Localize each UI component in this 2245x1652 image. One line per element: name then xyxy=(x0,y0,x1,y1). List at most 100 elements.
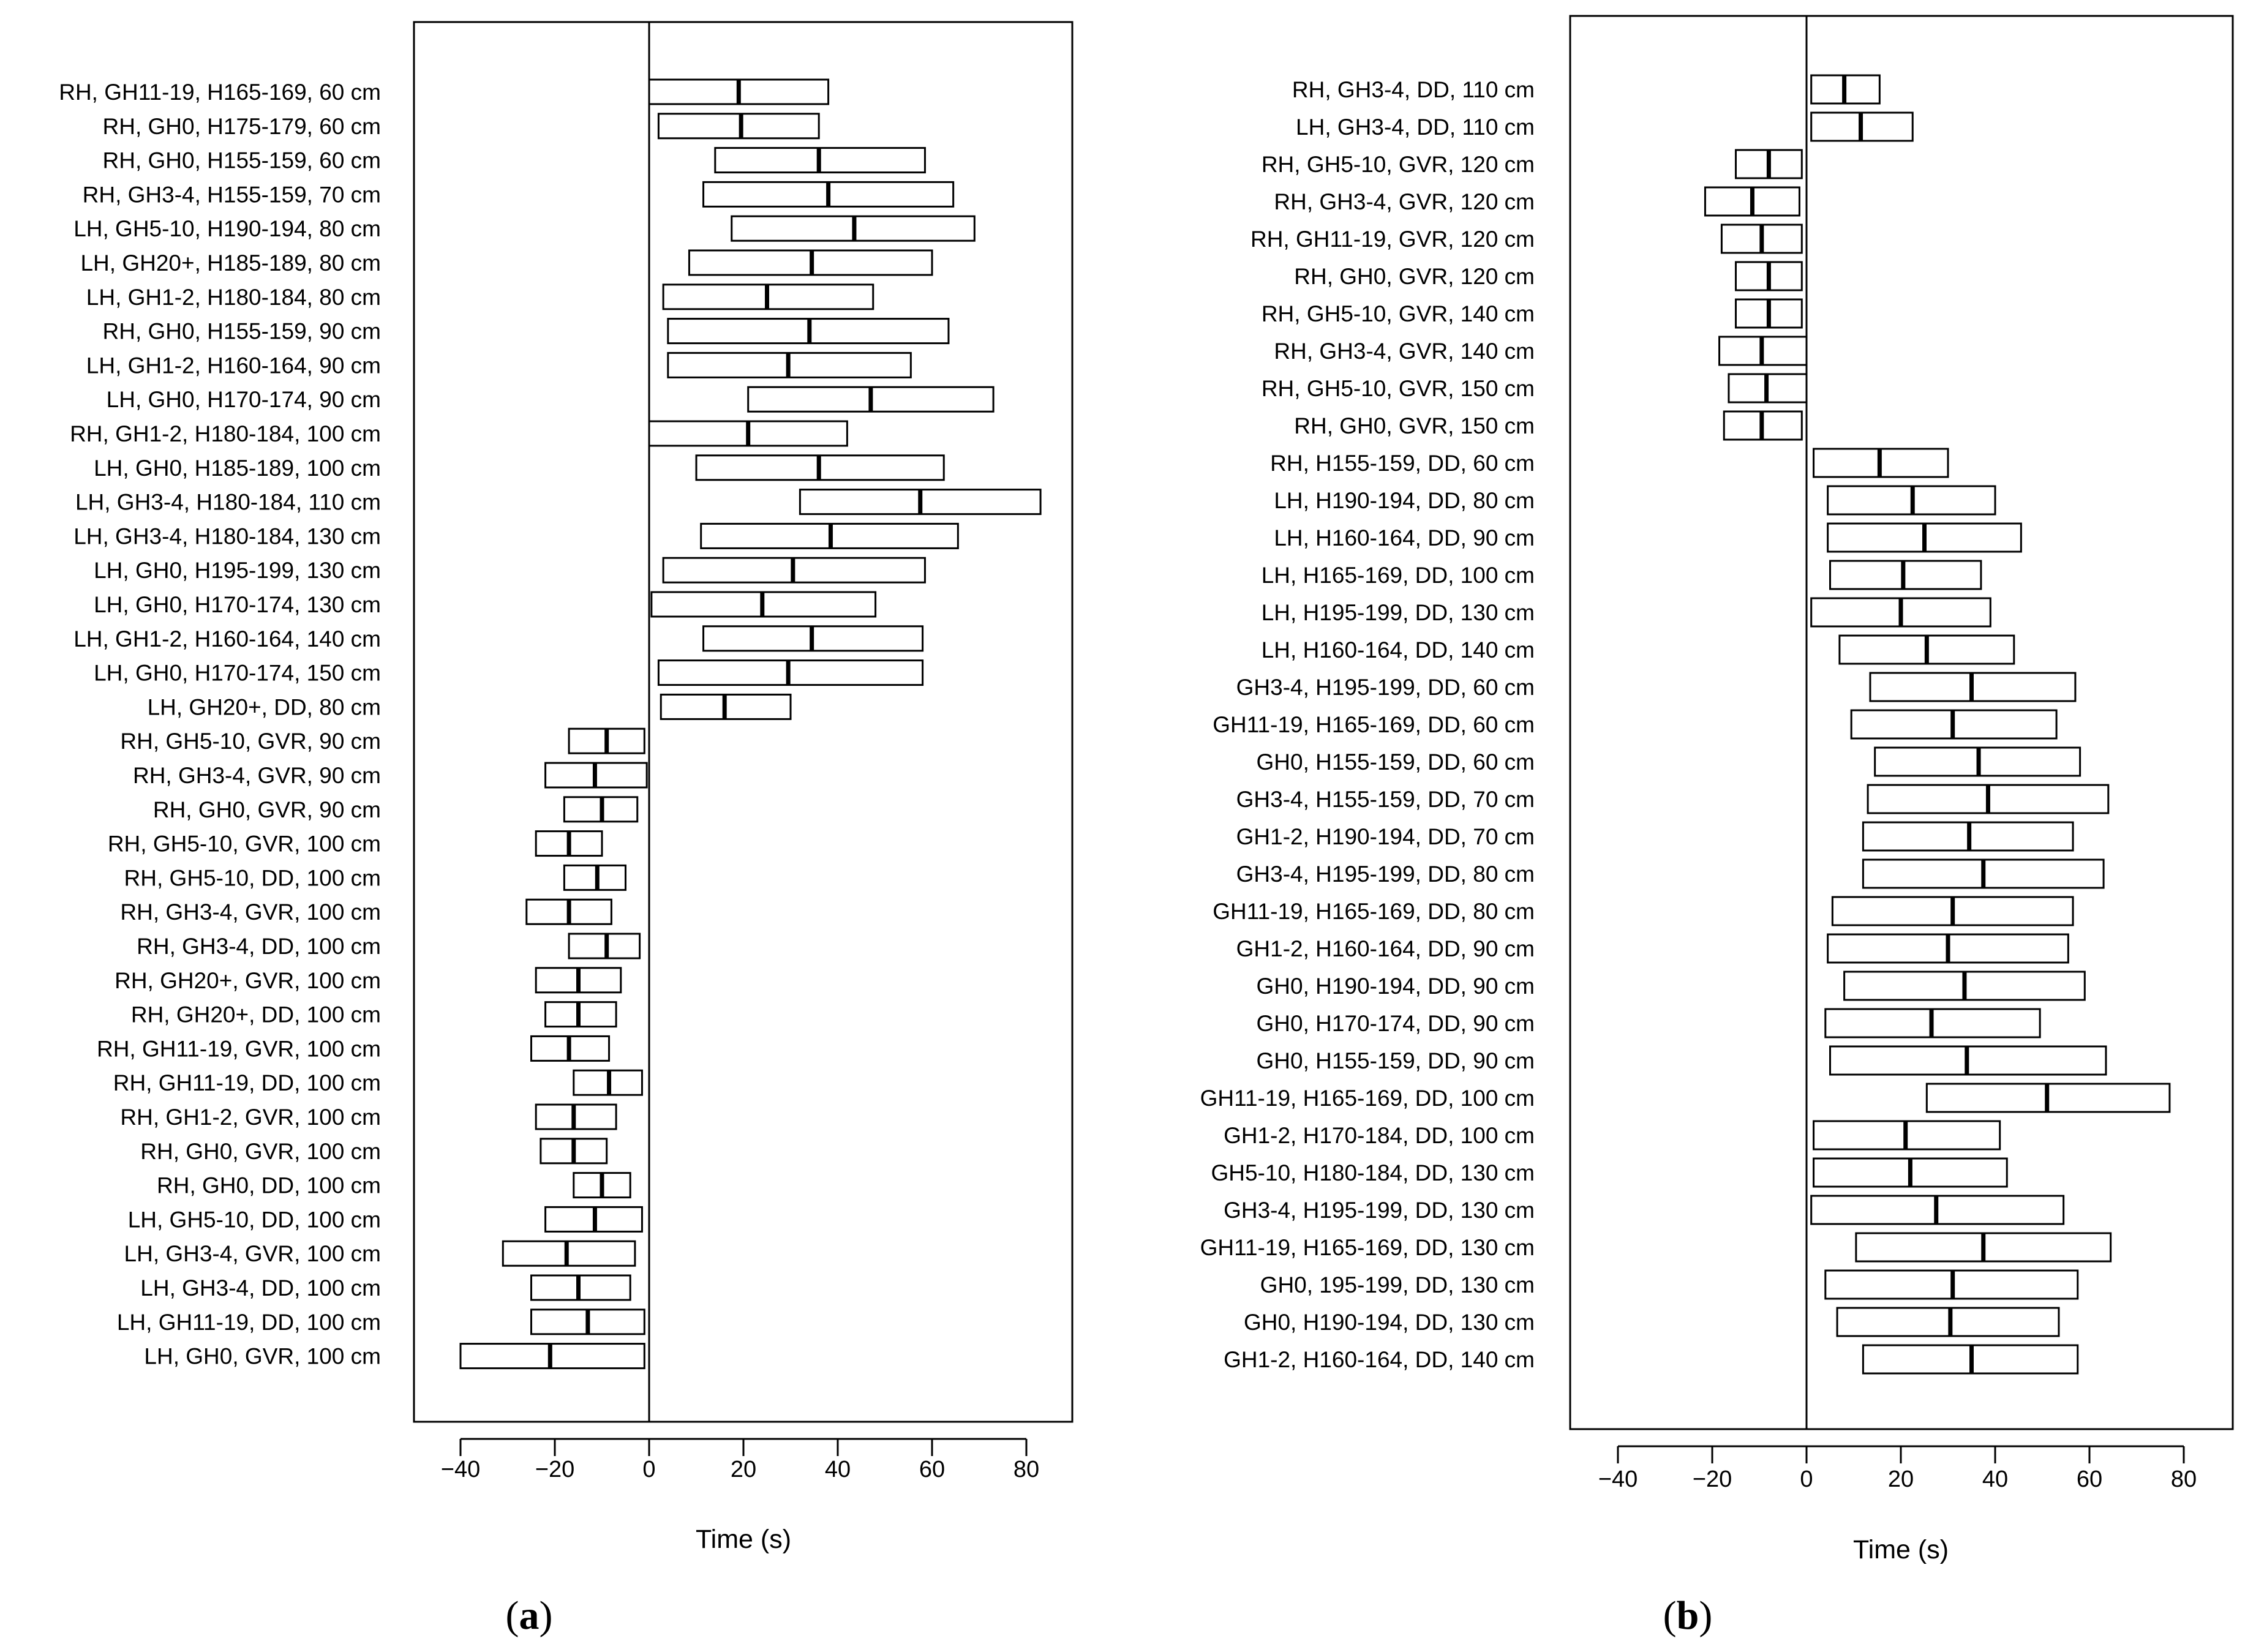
category-label: GH1-2, H190-194, DD, 70 cm xyxy=(1236,824,1535,849)
panel-b-label: (b) xyxy=(1663,1593,1713,1638)
x-tick-label: −20 xyxy=(1693,1466,1732,1492)
box-item xyxy=(1850,709,2058,740)
box-item xyxy=(544,762,648,789)
box-item xyxy=(502,1240,636,1267)
box-item xyxy=(660,693,792,720)
category-label: GH0, 195-199, DD, 130 cm xyxy=(1260,1272,1535,1297)
box-item xyxy=(1720,223,1803,254)
box-item xyxy=(1810,1195,2065,1225)
box-item xyxy=(525,898,612,925)
box-item xyxy=(662,283,874,310)
box-item xyxy=(1827,522,2022,553)
interval-box xyxy=(502,1240,636,1267)
box-item xyxy=(1735,149,1803,179)
box-item xyxy=(1810,597,1991,628)
category-label: LH, GH11-19, DD, 100 cm xyxy=(117,1310,381,1335)
box-item xyxy=(535,967,622,994)
category-label: GH11-19, H165-169, DD, 60 cm xyxy=(1213,712,1535,737)
box-item xyxy=(1813,1120,2001,1151)
category-label: RH, GH5-10, GVR, 150 cm xyxy=(1262,376,1535,401)
interval-box xyxy=(1836,1307,2060,1337)
category-label: RH, GH0, GVR, 150 cm xyxy=(1294,413,1535,438)
box-item xyxy=(1843,971,2086,1001)
category-label: RH, GH0, GVR, 100 cm xyxy=(140,1139,381,1164)
category-label: LH, GH3-4, DD, 110 cm xyxy=(1296,115,1535,140)
box-item xyxy=(700,522,959,549)
category-label: LH, H160-164, DD, 140 cm xyxy=(1262,637,1535,663)
x-tick-label: 40 xyxy=(1982,1466,2008,1492)
category-label: RH, GH3-4, GVR, 140 cm xyxy=(1274,339,1535,364)
category-label: RH, GH20+, DD, 100 cm xyxy=(131,1002,381,1027)
box-item xyxy=(714,147,926,174)
category-label: GH1-2, H160-164, DD, 90 cm xyxy=(1236,936,1535,961)
category-label: LH, H190-194, DD, 80 cm xyxy=(1274,488,1535,513)
box-item xyxy=(563,796,639,823)
category-label: LH, GH20+, H185-189, 80 cm xyxy=(80,250,381,276)
panel-a-boxes xyxy=(459,78,1042,1370)
category-label: LH, GH1-2, H160-164, 140 cm xyxy=(73,626,381,651)
category-label: LH, GH3-4, DD, 100 cm xyxy=(140,1275,381,1301)
category-label: LH, GH0, H170-174, 90 cm xyxy=(107,387,381,412)
box-item xyxy=(648,420,848,447)
box-item xyxy=(731,215,976,242)
category-label: RH, GH20+, GVR, 100 cm xyxy=(115,968,381,993)
category-label: GH1-2, H170-184, DD, 100 cm xyxy=(1224,1123,1535,1148)
category-label: LH, GH0, H195-199, 130 cm xyxy=(94,558,381,583)
interval-box xyxy=(657,659,924,686)
box-item xyxy=(1718,336,1808,366)
category-label: LH, GH0, GVR, 100 cm xyxy=(144,1344,381,1369)
box-item xyxy=(1925,1083,2171,1113)
box-item xyxy=(530,1035,611,1062)
box-item xyxy=(573,1172,631,1199)
x-tick-label: 0 xyxy=(642,1457,655,1482)
box-item xyxy=(667,351,912,378)
box-item xyxy=(530,1274,631,1301)
box-item xyxy=(1862,821,2074,852)
box-item xyxy=(1735,298,1803,329)
box-item xyxy=(702,181,955,208)
x-tick-label: 0 xyxy=(1800,1466,1813,1492)
category-label: GH0, H190-194, DD, 90 cm xyxy=(1257,974,1535,999)
box-item xyxy=(1813,448,1949,478)
panel-a-label-close: ) xyxy=(540,1593,553,1638)
box-item xyxy=(1836,1307,2060,1337)
panel-b-category-labels: RH, GH3-4, DD, 110 cm LH, GH3-4, DD, 110 … xyxy=(1200,77,1535,1372)
category-label: GH11-19, H165-169, DD, 130 cm xyxy=(1200,1235,1535,1260)
box-item xyxy=(657,659,924,686)
box-item xyxy=(648,78,830,105)
category-label: RH, GH3-4, H155-159, 70 cm xyxy=(83,182,381,207)
category-label: LH, GH5-10, H190-194, 80 cm xyxy=(73,216,381,241)
category-label: RH, H155-159, DD, 60 cm xyxy=(1270,451,1535,476)
box-item xyxy=(688,249,933,276)
box-item xyxy=(1723,410,1803,441)
box-item xyxy=(1810,111,1914,142)
box-item xyxy=(1827,485,1996,516)
category-label: GH3-4, H195-199, DD, 130 cm xyxy=(1224,1198,1535,1223)
box-item xyxy=(667,318,950,345)
interval-box xyxy=(530,1274,631,1301)
category-label: LH, H195-199, DD, 130 cm xyxy=(1262,600,1535,625)
box-item xyxy=(1824,1269,2079,1300)
box-item xyxy=(1831,896,2074,926)
category-label: GH3-4, H195-199, DD, 80 cm xyxy=(1236,862,1535,887)
box-item xyxy=(1874,746,2081,777)
box-item xyxy=(544,1206,643,1233)
panel-a-label-open: ( xyxy=(506,1593,519,1638)
panel-b-boxes xyxy=(1704,74,2171,1375)
panel-b-chart: RH, GH3-4, DD, 110 cm LH, GH3-4, DD, 110 … xyxy=(1200,15,2234,1638)
box-item xyxy=(568,933,641,959)
category-label: LH, H165-169, DD, 100 cm xyxy=(1262,563,1535,588)
category-label: RH, GH1-2, H180-184, 100 cm xyxy=(70,421,381,446)
panel-a-x-axis: −40 −20 0 20 40 60 80 xyxy=(441,1438,1039,1482)
x-tick-label: 20 xyxy=(731,1457,756,1482)
box-item xyxy=(573,1069,643,1096)
category-label: RH, GH5-10, GVR, 140 cm xyxy=(1262,301,1535,326)
category-label: LH, GH3-4, GVR, 100 cm xyxy=(124,1241,381,1266)
box-item xyxy=(568,727,645,754)
box-item xyxy=(1813,1157,2008,1188)
category-label: LH, GH1-2, H160-164, 90 cm xyxy=(86,353,381,378)
category-label: LH, GH1-2, H180-184, 80 cm xyxy=(86,285,381,310)
box-item xyxy=(459,1343,645,1370)
category-label: RH, GH0, GVR, 90 cm xyxy=(153,797,381,822)
x-tick-label: −40 xyxy=(441,1457,480,1482)
